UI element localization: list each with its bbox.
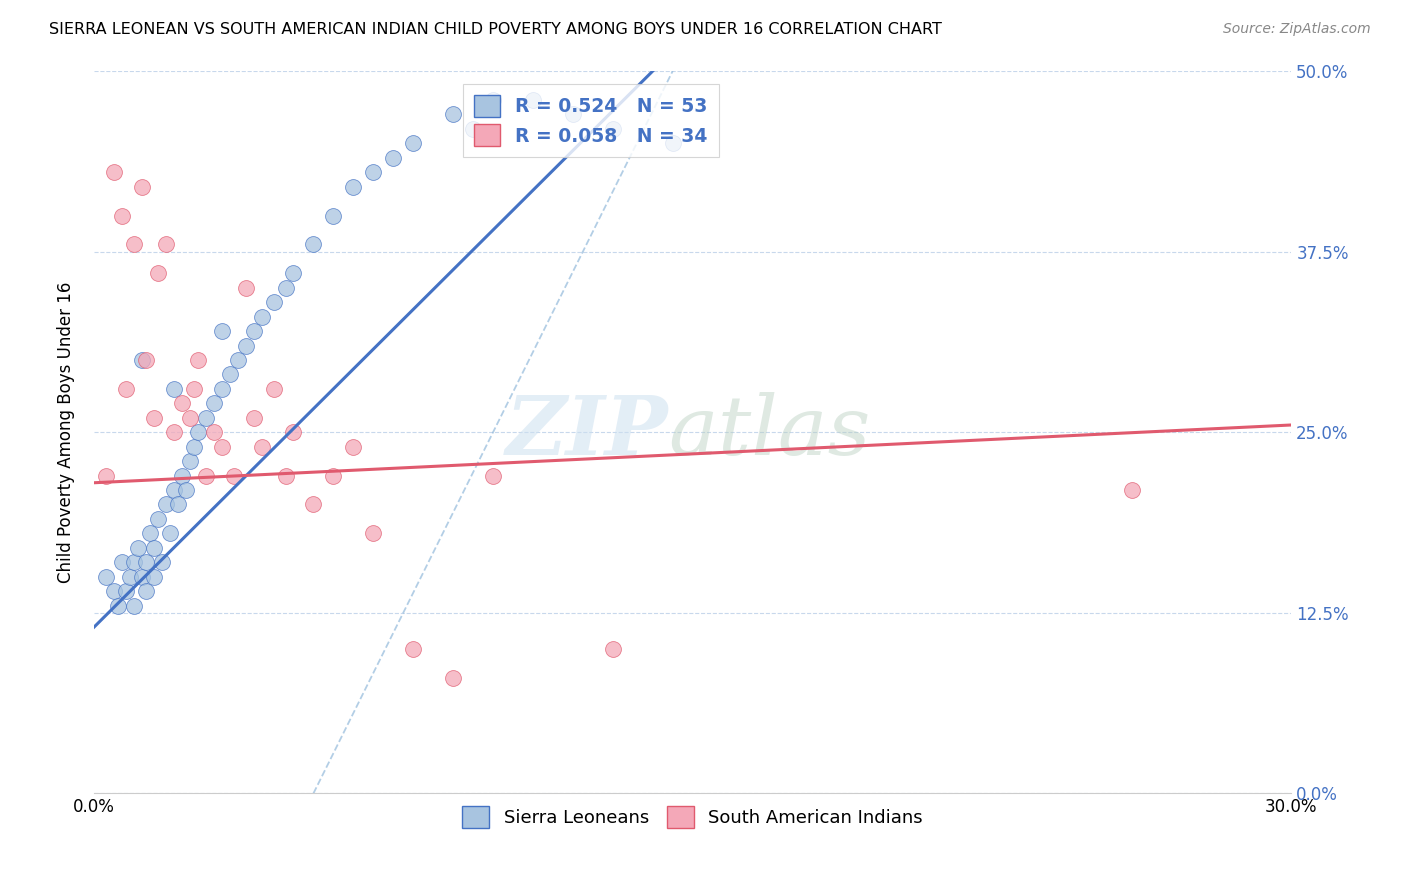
Point [163, 483, 186, 497]
Point [250, 310, 273, 324]
Point [461, 121, 484, 136]
Point [115, 584, 138, 599]
Point [202, 396, 225, 410]
Point [183, 382, 205, 396]
Point [561, 107, 583, 121]
Point [194, 410, 217, 425]
Point [131, 179, 153, 194]
Point [211, 440, 233, 454]
Point [142, 410, 165, 425]
Point [263, 382, 285, 396]
Point [122, 555, 145, 569]
Point [107, 599, 129, 613]
Point [522, 93, 544, 107]
Point [242, 410, 264, 425]
Point [235, 281, 257, 295]
Point [139, 526, 162, 541]
Point [202, 425, 225, 440]
Point [118, 569, 141, 583]
Point [322, 209, 344, 223]
Point [115, 382, 138, 396]
Point [131, 569, 153, 583]
Point [211, 382, 233, 396]
Point [170, 468, 193, 483]
Point [302, 498, 325, 512]
Text: ZIP: ZIP [506, 392, 669, 472]
Point [441, 671, 464, 685]
Point [482, 93, 505, 107]
Text: atlas: atlas [669, 392, 872, 472]
Point [274, 281, 297, 295]
Point [402, 641, 425, 656]
Point [131, 353, 153, 368]
Point [122, 599, 145, 613]
Point [441, 107, 464, 121]
Point [661, 136, 683, 151]
Point [179, 410, 201, 425]
Point [122, 237, 145, 252]
Point [166, 498, 188, 512]
Point [283, 266, 305, 280]
Point [183, 440, 205, 454]
Point [187, 425, 209, 440]
Point [159, 526, 181, 541]
Point [342, 440, 364, 454]
Point [142, 569, 165, 583]
Point [174, 483, 197, 497]
Point [222, 468, 245, 483]
Point [187, 353, 209, 368]
Point [94, 569, 117, 583]
Point [363, 165, 385, 179]
Point [302, 237, 325, 252]
Point [103, 165, 125, 179]
Point [135, 555, 157, 569]
Point [602, 641, 624, 656]
Point [363, 526, 385, 541]
Point [602, 121, 624, 136]
Point [155, 498, 177, 512]
Point [163, 382, 186, 396]
Point [274, 468, 297, 483]
Point [179, 454, 201, 468]
Point [194, 468, 217, 483]
Point [142, 541, 165, 555]
Point [482, 468, 505, 483]
Point [263, 295, 285, 310]
Point [163, 425, 186, 440]
Point [342, 179, 364, 194]
Point [94, 468, 117, 483]
Point [402, 136, 425, 151]
Point [250, 440, 273, 454]
Point [226, 353, 249, 368]
Point [235, 338, 257, 352]
Point [135, 584, 157, 599]
Point [1121, 483, 1143, 497]
Point [111, 209, 134, 223]
Legend: Sierra Leoneans, South American Indians: Sierra Leoneans, South American Indians [456, 798, 931, 835]
Point [103, 584, 125, 599]
Point [283, 425, 305, 440]
Point [242, 324, 264, 338]
Y-axis label: Child Poverty Among Boys Under 16: Child Poverty Among Boys Under 16 [58, 282, 75, 582]
Point [127, 541, 149, 555]
Point [111, 555, 134, 569]
Point [170, 396, 193, 410]
Point [146, 266, 169, 280]
Point [155, 237, 177, 252]
Point [135, 353, 157, 368]
Point [382, 151, 405, 165]
Point [218, 368, 240, 382]
Point [211, 324, 233, 338]
Point [322, 468, 344, 483]
Point [146, 512, 169, 526]
Text: Source: ZipAtlas.com: Source: ZipAtlas.com [1223, 22, 1371, 37]
Point [150, 555, 173, 569]
Text: SIERRA LEONEAN VS SOUTH AMERICAN INDIAN CHILD POVERTY AMONG BOYS UNDER 16 CORREL: SIERRA LEONEAN VS SOUTH AMERICAN INDIAN … [49, 22, 942, 37]
